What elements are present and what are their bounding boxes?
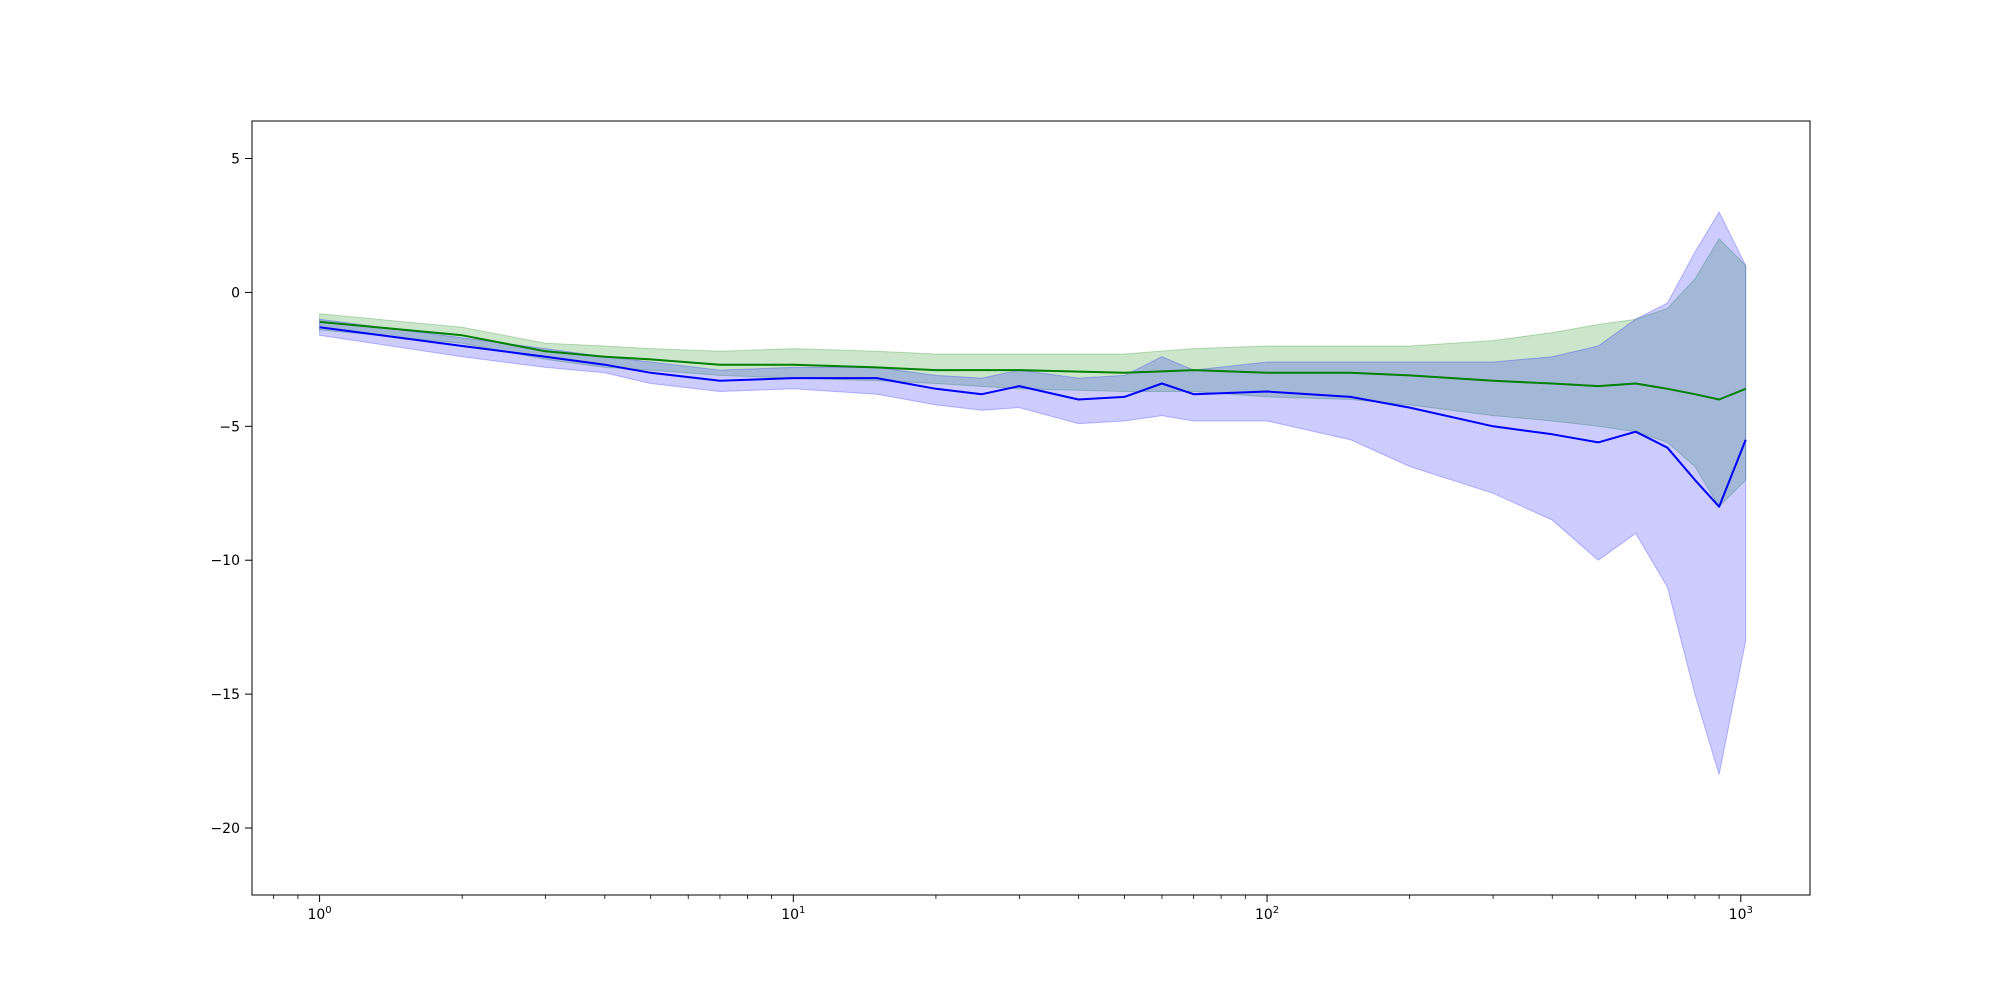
y-tick-label: −10: [210, 553, 240, 569]
x-tick-label-base: 10: [1729, 907, 1747, 923]
x-tick-label: 100: [307, 905, 331, 923]
y-tick-label: −20: [210, 821, 240, 837]
x-tick-label-base: 10: [781, 907, 799, 923]
x-tick-label-base: 10: [307, 907, 325, 923]
series-2-band: [319, 211, 1747, 775]
series-lines: [319, 320, 1747, 508]
series-1-band: [319, 237, 1747, 508]
x-tick-label-exponent: 1: [799, 905, 805, 916]
x-tick-label: 102: [1255, 905, 1279, 923]
x-tick-label: 103: [1729, 905, 1753, 923]
confidence-bands: [319, 211, 1747, 775]
x-tick-label: 101: [781, 905, 805, 923]
x-axis: 100 101 102 103: [273, 895, 1753, 923]
series-2-line: [319, 326, 1747, 508]
y-tick-label: −5: [219, 419, 240, 435]
y-tick-label: −15: [210, 687, 240, 703]
y-tick-label: 0: [231, 285, 240, 301]
plot-frame: [251, 120, 1811, 896]
x-tick-label-exponent: 0: [325, 905, 331, 916]
series-1-line: [319, 320, 1747, 401]
y-tick-label: 5: [231, 151, 240, 167]
x-tick-label-base: 10: [1255, 907, 1273, 923]
x-tick-label-exponent: 3: [1747, 905, 1753, 916]
x-tick-label-exponent: 2: [1273, 905, 1279, 916]
y-axis: 5 0 −5 −10 −15 −20: [210, 151, 252, 837]
